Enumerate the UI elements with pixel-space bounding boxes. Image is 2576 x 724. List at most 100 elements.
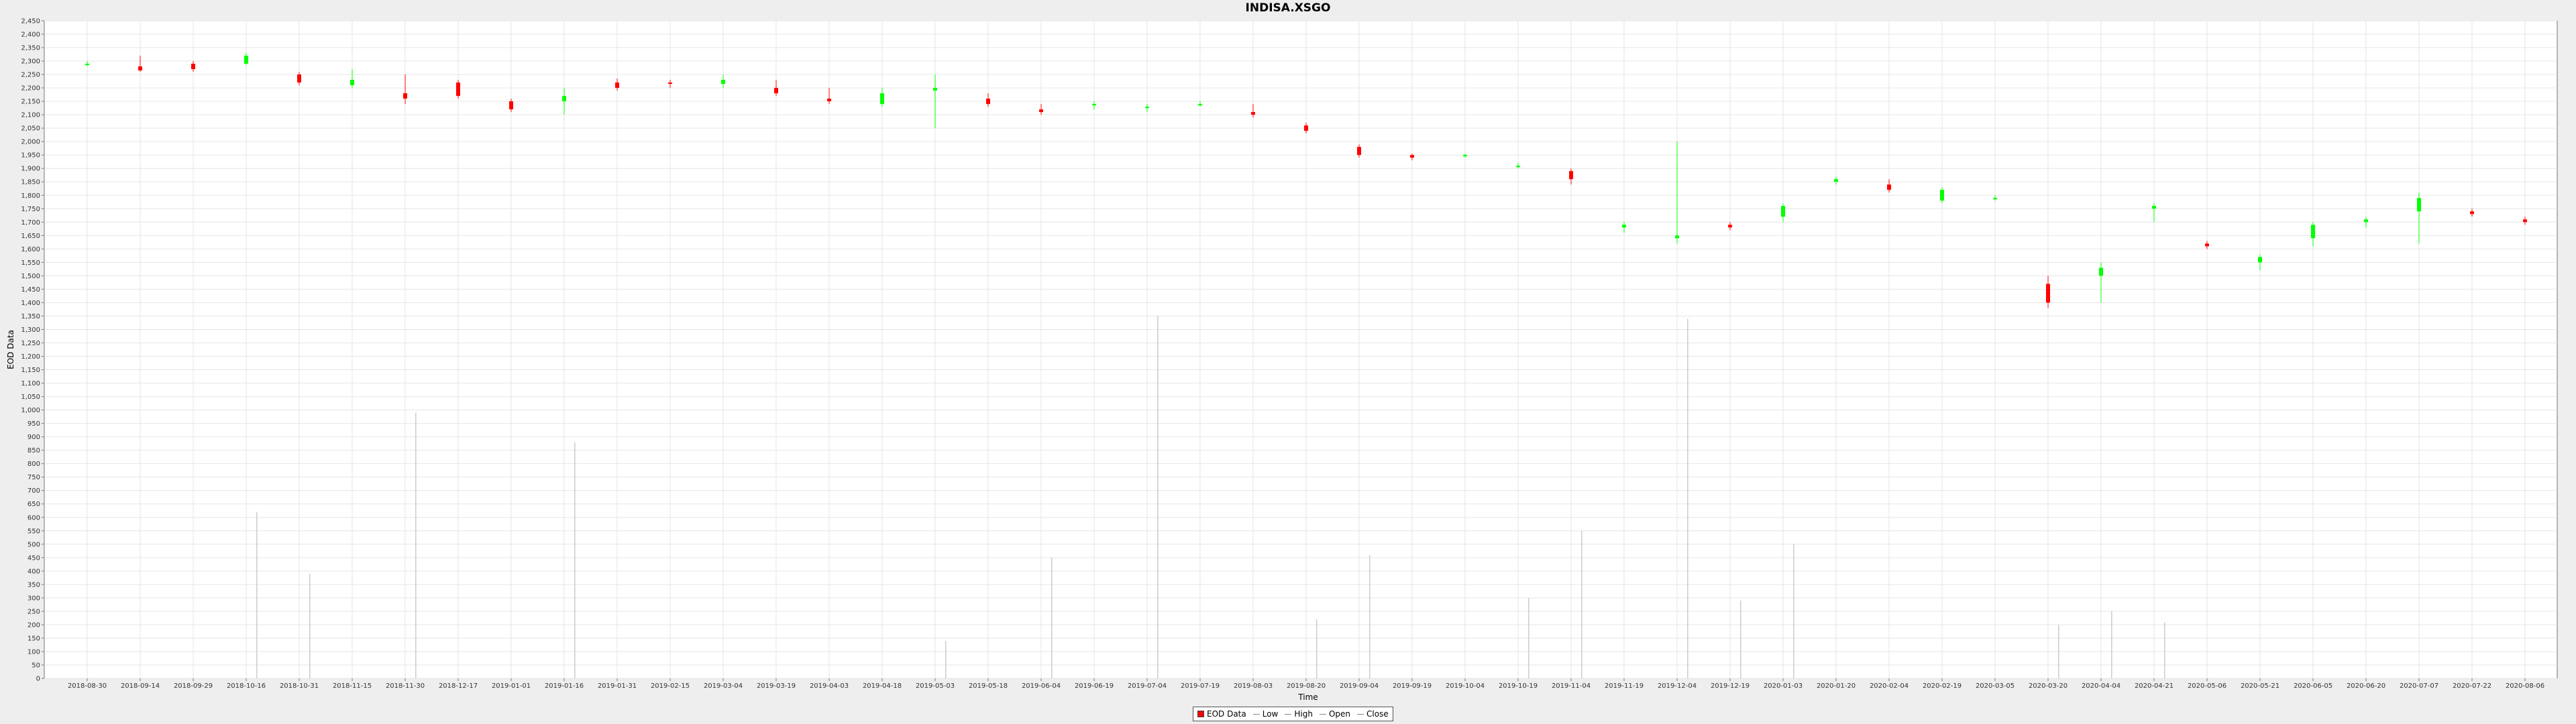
x-tick-label: 2018-10-31 bbox=[280, 682, 319, 690]
legend-item-high: High bbox=[1285, 709, 1313, 719]
y-tick-label: 2,350 bbox=[21, 45, 40, 52]
grid-lines bbox=[44, 20, 2557, 679]
y-tick-label: 850 bbox=[28, 447, 40, 455]
x-tick-label: 2019-07-04 bbox=[1128, 682, 1167, 690]
x-tick-label: 2019-12-04 bbox=[1658, 682, 1697, 690]
y-tick-label: 2,400 bbox=[21, 32, 40, 39]
candle-body bbox=[562, 96, 566, 102]
candle-body bbox=[1887, 184, 1891, 190]
legend-line-icon bbox=[1252, 713, 1260, 715]
legend-label-eod: EOD Data bbox=[1207, 709, 1246, 719]
legend-box-icon bbox=[1197, 711, 1204, 717]
x-tick-label: 2020-03-20 bbox=[2029, 682, 2068, 690]
legend-item-close: Close bbox=[1357, 709, 1389, 719]
x-tick-label: 2019-09-19 bbox=[1393, 682, 1432, 690]
candle-body bbox=[1463, 155, 1467, 157]
x-tick-label: 2018-09-29 bbox=[174, 682, 213, 690]
candle-body bbox=[1834, 179, 1838, 182]
x-tick-label: 2019-07-19 bbox=[1181, 682, 1220, 690]
candle-body bbox=[933, 88, 937, 91]
y-tick-label: 900 bbox=[28, 434, 40, 441]
legend-item-open: Open bbox=[1319, 709, 1350, 719]
chart-title: INDISA.XSGO bbox=[1245, 1, 1331, 15]
candle-body bbox=[244, 56, 248, 64]
candle-body bbox=[1092, 104, 1096, 106]
y-tick-label: 1,650 bbox=[21, 233, 40, 240]
x-tick-label: 2020-08-06 bbox=[2506, 682, 2544, 690]
x-tick-label: 2020-04-21 bbox=[2135, 682, 2174, 690]
y-tick-label: 400 bbox=[28, 568, 40, 575]
y-tick-label: 1,150 bbox=[21, 367, 40, 374]
y-tick-label: 350 bbox=[28, 581, 40, 589]
candle-body bbox=[1516, 166, 1520, 168]
x-tick-label: 2019-09-04 bbox=[1340, 682, 1379, 690]
candle-body bbox=[2099, 267, 2103, 276]
y-tick-label: 1,700 bbox=[21, 219, 40, 227]
y-tick-label: 250 bbox=[28, 608, 40, 615]
candle-body bbox=[1622, 225, 1626, 228]
x-tick-label: 2020-02-19 bbox=[1923, 682, 1962, 690]
candle-body bbox=[774, 88, 778, 94]
candle-body bbox=[403, 93, 407, 99]
x-tick-label: 2020-03-05 bbox=[1976, 682, 2015, 690]
y-axis: 0 50 100 150 200 250 300 350 400 450 500 550 600 650 7… bbox=[21, 18, 44, 683]
candle-body bbox=[2046, 284, 2050, 303]
y-tick-label: 1,250 bbox=[21, 340, 40, 347]
candle-body bbox=[456, 82, 460, 97]
candle-body bbox=[615, 82, 619, 88]
candle-body bbox=[880, 93, 884, 105]
y-tick-label: 500 bbox=[28, 541, 40, 548]
candle-body bbox=[1569, 171, 1573, 180]
y-tick-label: 650 bbox=[28, 501, 40, 508]
y-tick-label: 2,150 bbox=[21, 99, 40, 106]
y-tick-label: 1,500 bbox=[21, 273, 40, 280]
x-tick-label: 2019-05-18 bbox=[969, 682, 1008, 690]
y-tick-label: 300 bbox=[28, 595, 40, 602]
x-tick-label: 2019-02-15 bbox=[651, 682, 690, 690]
candle-body bbox=[2152, 206, 2156, 209]
legend-line-icon bbox=[1285, 713, 1292, 715]
candlestick-series bbox=[85, 53, 2527, 308]
candle-body bbox=[509, 101, 513, 110]
candle-body bbox=[1251, 112, 1255, 115]
y-tick-label: 600 bbox=[28, 514, 40, 522]
x-tick-label: 2019-03-19 bbox=[757, 682, 796, 690]
candle-body bbox=[1357, 147, 1361, 156]
x-axis: 2018-08-30 2018-09-14 2018-09-29 2018-10-16… bbox=[68, 678, 2544, 690]
candle-body bbox=[1940, 190, 1944, 201]
candle-body bbox=[2258, 257, 2262, 263]
candle-body bbox=[827, 99, 831, 102]
candle-body bbox=[350, 80, 354, 86]
x-tick-label: 2019-03-04 bbox=[704, 682, 743, 690]
volume-series bbox=[256, 316, 2165, 678]
x-tick-label: 2019-10-19 bbox=[1499, 682, 1538, 690]
x-tick-label: 2019-08-03 bbox=[1234, 682, 1273, 690]
y-tick-label: 2,050 bbox=[21, 125, 40, 133]
candle-body bbox=[2417, 198, 2421, 212]
y-tick-label: 100 bbox=[28, 648, 40, 656]
candle-body bbox=[668, 82, 672, 84]
y-tick-label: 450 bbox=[28, 554, 40, 562]
y-axis-label: EOD Data bbox=[6, 330, 15, 369]
y-tick-label: 1,550 bbox=[21, 259, 40, 267]
candle-body bbox=[2311, 225, 2315, 239]
x-tick-label: 2019-05-03 bbox=[916, 682, 955, 690]
legend-line-icon bbox=[1357, 713, 1364, 715]
legend-item-eod: EOD Data bbox=[1197, 709, 1246, 719]
candle-body bbox=[1675, 235, 1679, 239]
x-tick-label: 2019-01-01 bbox=[492, 682, 531, 690]
x-tick-label: 2019-01-31 bbox=[598, 682, 637, 690]
x-tick-label: 2019-01-16 bbox=[545, 682, 584, 690]
legend-label-low: Low bbox=[1262, 709, 1279, 719]
x-tick-label: 2018-11-30 bbox=[386, 682, 425, 690]
candle-body bbox=[2523, 219, 2527, 223]
y-tick-label: 800 bbox=[28, 461, 40, 468]
candle-body bbox=[1410, 155, 1414, 158]
y-tick-label: 1,100 bbox=[21, 380, 40, 387]
y-tick-label: 1,050 bbox=[21, 394, 40, 401]
y-tick-label: 2,100 bbox=[21, 112, 40, 119]
x-tick-label: 2019-11-19 bbox=[1605, 682, 1644, 690]
y-tick-label: 2,200 bbox=[21, 85, 40, 93]
x-axis-label: Time bbox=[1297, 692, 1318, 702]
legend-label-high: High bbox=[1294, 709, 1313, 719]
